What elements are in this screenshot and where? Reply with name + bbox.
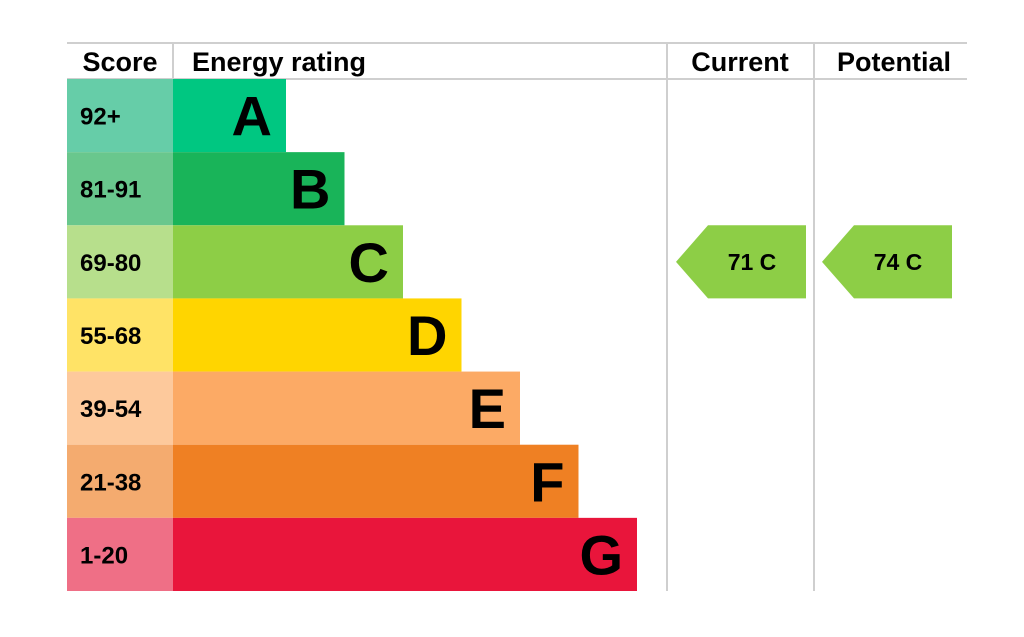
rating-bands: 92+ A 81-91 B 69-80 C 55-68 D 39-54 E 21-38 F 1-20 G: [67, 79, 637, 591]
potential-rating-label: 74 C: [874, 249, 923, 275]
score-range-d: 55-68: [80, 323, 141, 350]
score-cell-a: [67, 79, 173, 153]
header-potential: Potential: [837, 47, 951, 77]
score-range-e: 39-54: [80, 396, 142, 423]
score-range-c: 69-80: [80, 250, 141, 277]
header-score: Score: [82, 47, 157, 77]
rating-bar-f: [173, 444, 579, 518]
rating-bar-g: [173, 517, 637, 591]
score-cell-g: [67, 517, 173, 591]
score-cell-d: [67, 298, 173, 372]
score-cell-c: [67, 225, 173, 299]
score-range-f: 21-38: [80, 469, 141, 496]
score-cell-b: [67, 152, 173, 226]
rating-letter-c: C: [349, 231, 389, 294]
rating-letter-g: G: [579, 523, 623, 586]
rating-bar-e: [173, 371, 520, 445]
current-rating-label: 71 C: [728, 249, 777, 275]
score-cell-f: [67, 444, 173, 518]
rating-bar-b: [173, 152, 345, 226]
rating-bar-c: [173, 225, 403, 299]
score-cell-e: [67, 371, 173, 445]
rating-bar-a: [173, 79, 286, 153]
score-range-a: 92+: [80, 104, 121, 131]
score-range-g: 1-20: [80, 542, 128, 569]
header-energy-rating: Energy rating: [192, 47, 366, 77]
header-current: Current: [691, 47, 789, 77]
rating-arrows: 71 C 74 C: [676, 225, 952, 299]
current-rating-arrow: [676, 225, 806, 299]
rating-letter-a: A: [232, 85, 272, 148]
score-range-b: 81-91: [80, 177, 141, 204]
rating-letter-b: B: [290, 158, 330, 221]
rating-letter-f: F: [530, 450, 564, 513]
potential-rating-arrow: [822, 225, 952, 299]
rating-bar-d: [173, 298, 462, 372]
rating-letter-d: D: [407, 304, 447, 367]
rating-letter-e: E: [469, 377, 506, 440]
